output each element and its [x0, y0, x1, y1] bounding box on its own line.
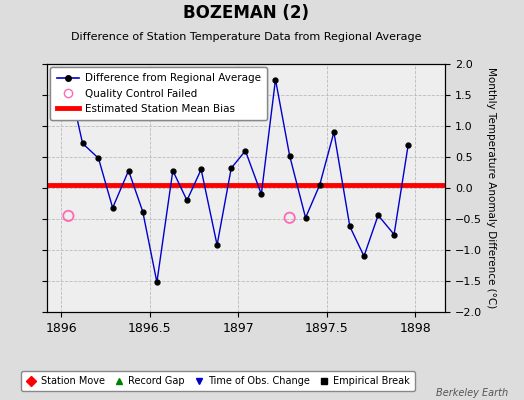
- Legend: Difference from Regional Average, Quality Control Failed, Estimated Station Mean: Difference from Regional Average, Qualit…: [50, 67, 267, 120]
- Y-axis label: Monthly Temperature Anomaly Difference (°C): Monthly Temperature Anomaly Difference (…: [486, 67, 496, 309]
- Point: [64, 213, 73, 219]
- Text: BOZEMAN (2): BOZEMAN (2): [183, 4, 309, 22]
- Text: Berkeley Earth: Berkeley Earth: [436, 388, 508, 398]
- Legend: Station Move, Record Gap, Time of Obs. Change, Empirical Break: Station Move, Record Gap, Time of Obs. C…: [20, 372, 415, 391]
- Point: [286, 214, 294, 221]
- Text: Difference of Station Temperature Data from Regional Average: Difference of Station Temperature Data f…: [71, 32, 421, 42]
